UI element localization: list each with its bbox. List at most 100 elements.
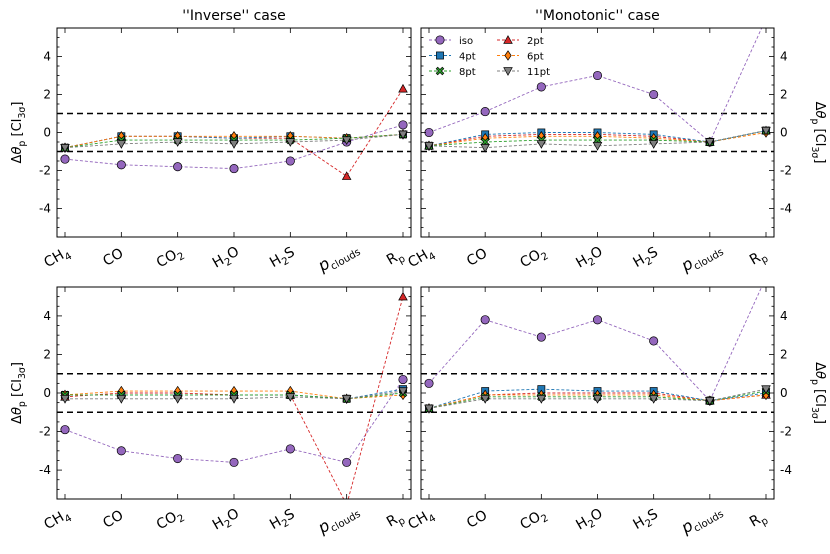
point-11pt [229,140,239,149]
y-axis-label: Δθp [CI3σ] [10,102,28,164]
y-axis-label: Δθp [CI3σ] [809,362,827,424]
point-11pt [648,395,659,404]
point-11pt [761,126,771,136]
point-11pt [285,393,296,402]
category-label: Rp [384,247,407,272]
y-tick-label: 0 [780,386,788,400]
category-label: CH4 [405,244,438,274]
category-label: H2O [210,244,244,274]
point-11pt [536,395,547,404]
panel-bottom-left: -4 -2 0 2 4 CH4 CO CO2 H2O H2S pclouds Rp Δθp [CI3σ] [10,286,412,540]
y-tick-label: -4 [780,202,792,216]
point-iso [592,70,603,81]
y-tick-label: 2 [43,347,51,361]
point-iso [342,457,352,467]
point-11pt [285,138,296,147]
legend-label: 6pt [527,52,544,63]
category-label: pclouds [677,237,726,278]
y-tick-label: -2 [780,425,792,439]
point-11pt [424,142,434,151]
category-label: H2S [267,506,299,535]
legend-marker-11pt [503,67,513,76]
point-2pt [398,291,408,301]
point-iso [536,332,546,342]
category-label: CO [100,507,126,531]
y-axis-label: Δθp [CI3σ] [10,362,28,424]
category-label: CO [464,507,490,531]
point-iso [424,378,434,388]
legend-marker-4pt [436,51,444,60]
legend-marker-8pt [435,66,445,76]
point-iso [116,446,126,456]
point-iso [116,160,126,170]
point-2pt [342,501,350,509]
point-11pt [592,395,603,404]
category-label: Rp [747,509,770,534]
point-11pt [60,395,70,404]
point-11pt [480,143,490,153]
point-11pt [229,395,239,404]
point-11pt [705,396,715,406]
point-11pt [536,140,547,149]
panel-bottom-right: -4 -2 0 2 4 CH4 CO CO2 H2O H2S pclouds Rp Δθp [CI3σ] [405,286,827,540]
panel-title: ''Inverse'' case [182,8,286,24]
point-2pt [341,171,352,180]
point-iso [762,14,770,22]
y-tick-label: 0 [43,386,51,400]
legend-label: 2pt [527,36,544,47]
legend-label: 4pt [459,52,476,63]
category-label: H2O [573,244,607,274]
y-tick-label: 2 [780,88,788,102]
y-tick-label: 0 [780,126,788,140]
category-label: CO2 [154,244,187,274]
y-tick-label: 4 [43,309,51,323]
point-11pt [705,138,715,147]
category-label: Rp [384,509,407,534]
category-label: H2O [210,506,244,536]
point-11pt [116,140,127,149]
point-iso [536,82,546,92]
point-iso [285,156,295,166]
point-11pt [398,387,408,396]
y-tick-label: 4 [780,309,788,323]
panel-top-left: -4 -2 0 2 4 CH4 CO CO2 H2O H2S pclouds Rp Δθp [CI3σ]… [10,8,412,278]
legend-label: 11pt [527,67,550,78]
category-label: pclouds [677,499,726,540]
y-tick-label: 2 [780,347,788,361]
point-11pt [172,138,183,147]
point-iso [424,127,434,138]
point-iso [173,453,183,464]
y-tick-label: 4 [780,50,788,64]
y-tick-label: -4 [39,463,51,477]
series-line-iso [428,28,763,143]
point-iso [60,425,70,435]
plot-area [60,83,408,180]
category-label: H2S [267,244,299,273]
point-2pt [398,83,408,93]
y-tick-label: -2 [39,425,51,439]
y-tick-label: 2 [43,88,51,102]
category-label: pclouds [314,237,363,278]
category-label: CO2 [518,244,551,274]
point-iso [173,162,183,172]
panel-top-right: -4 -2 0 2 4 CH4 CO CO2 H2O H2S pclouds Rp Δθp [CI3σ]… [405,8,827,278]
category-label: Rp [747,247,770,272]
legend-label: 8pt [459,67,476,78]
point-iso [229,457,239,467]
category-label: pclouds [314,499,363,540]
category-label: H2S [630,506,662,535]
category-label: CH4 [41,244,74,274]
point-iso [398,120,408,130]
point-iso [398,374,408,385]
point-11pt [116,395,127,404]
category-label: CO2 [518,506,551,536]
category-label: H2O [573,506,607,536]
point-11pt [60,143,70,153]
y-tick-label: -4 [780,463,792,477]
category-label: CO2 [154,506,187,536]
point-11pt [648,140,659,149]
plot-area [424,14,771,153]
point-11pt [341,395,352,404]
point-iso [592,315,603,325]
